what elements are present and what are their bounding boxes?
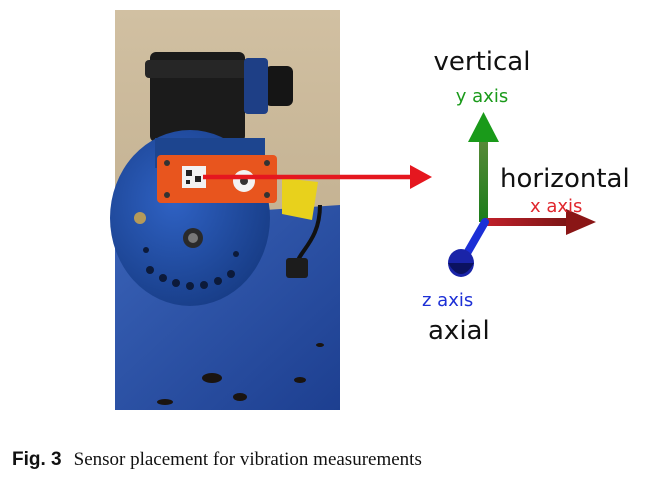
caption-text: Sensor placement for vibration measureme…: [73, 449, 422, 470]
label-axial: axial: [428, 316, 490, 346]
label-horizontal: horizontal: [500, 164, 630, 194]
label-x-axis: x axis: [530, 196, 582, 217]
figure: vertical y axis horizontal x axis z axis…: [110, 10, 630, 410]
pointer-arrow: [203, 165, 432, 189]
x-axis-shaft: [486, 218, 570, 226]
label-vertical: vertical: [434, 47, 531, 77]
y-axis-shaft: [479, 137, 488, 222]
z-axis-shaft: [462, 218, 489, 259]
x-axis-arrowhead: [566, 209, 596, 235]
label-y-axis: y axis: [456, 86, 508, 107]
floor-specks: [157, 343, 324, 405]
end-cap: [265, 66, 293, 106]
sensor-qr-tag: [182, 166, 206, 188]
pump-photo: [110, 10, 340, 410]
y-axis-arrowhead: [468, 112, 499, 142]
yellow-tag: [282, 178, 318, 220]
figure-caption: Fig. 3 Sensor placement for vibration mea…: [12, 448, 422, 471]
cooling-holes: [143, 247, 239, 290]
label-z-axis: z axis: [422, 290, 473, 311]
axes-diagram: [448, 112, 596, 277]
caption-label: Fig. 3: [12, 449, 62, 470]
